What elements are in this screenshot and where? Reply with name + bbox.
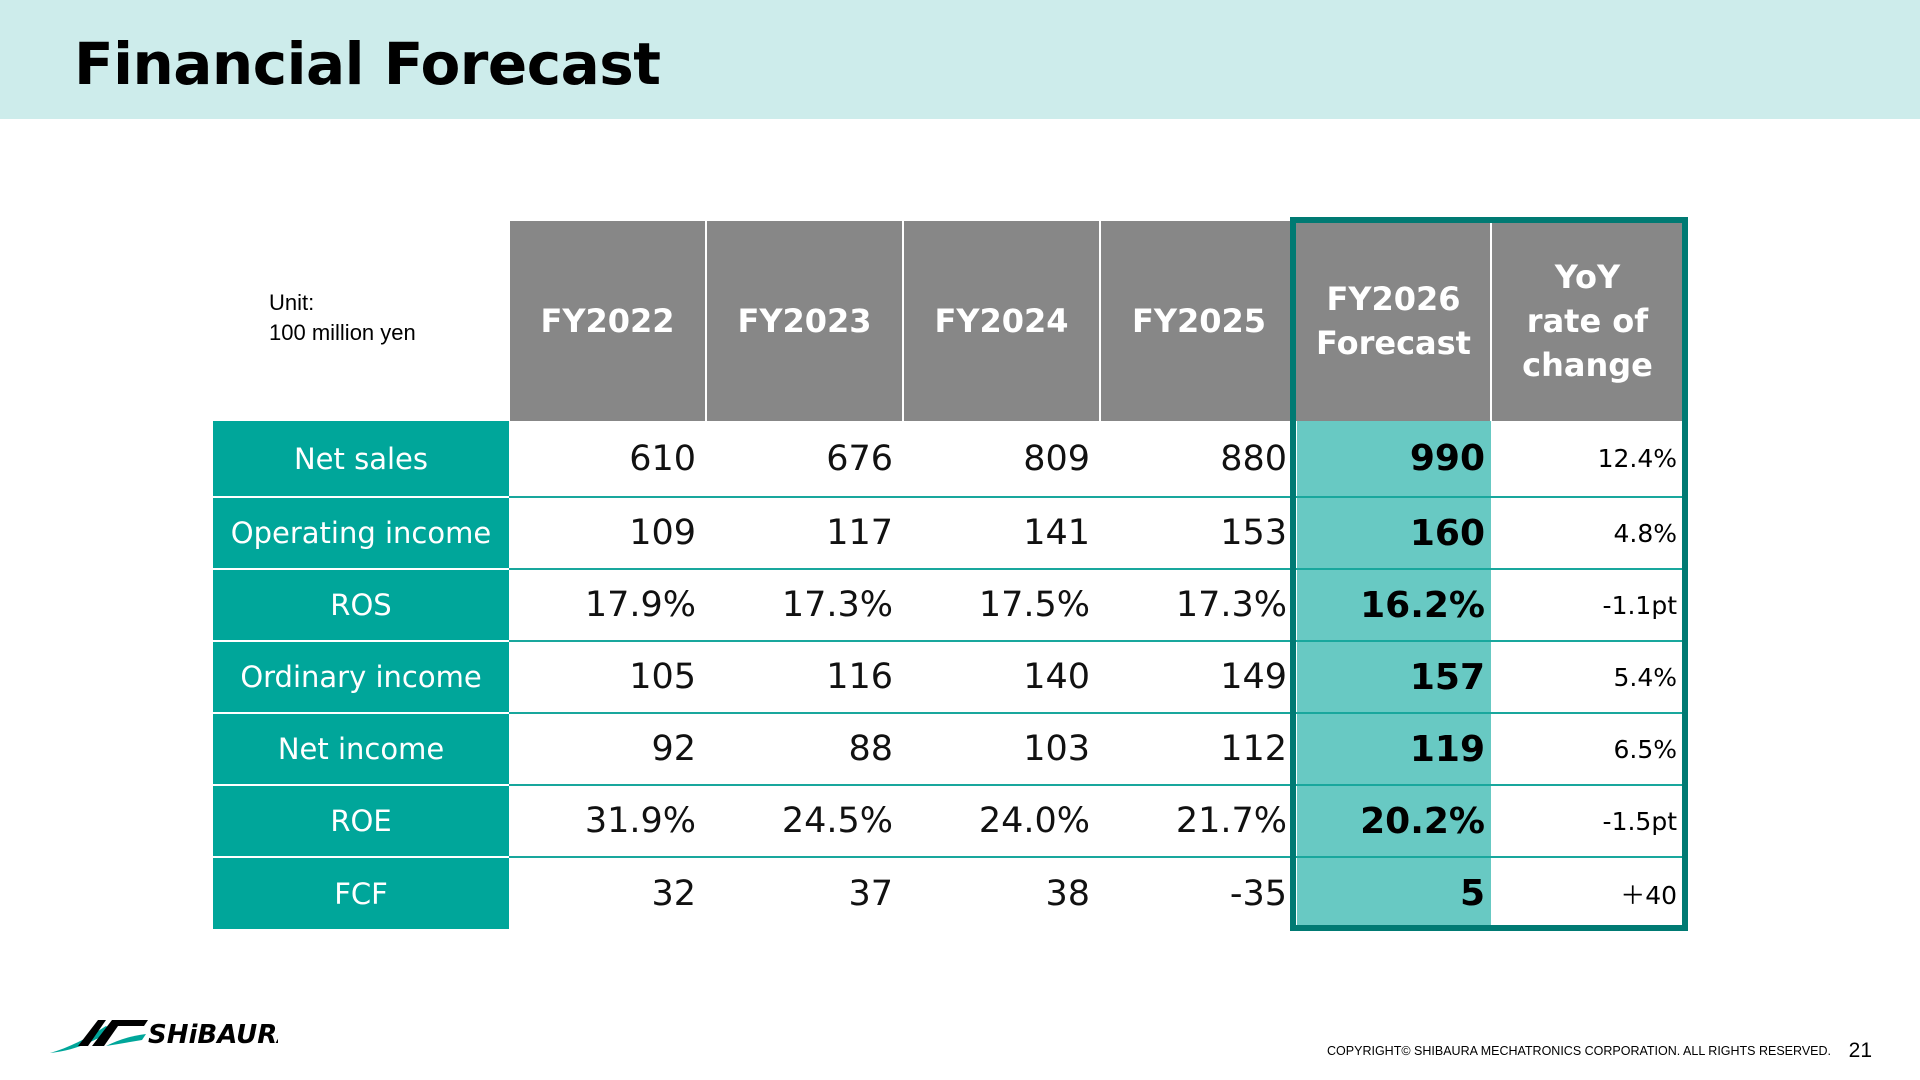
table-cell: 24.0% — [903, 785, 1100, 858]
table-cell: 105 — [509, 641, 706, 714]
table-cell: 676 — [706, 421, 903, 498]
page-title: Financial Forecast — [74, 30, 661, 98]
unit-value: 100 million yen — [269, 320, 416, 345]
row-label: ROE — [213, 785, 509, 858]
table-cell: 38 — [1045, 873, 1090, 914]
yoy-cell: 4.8% — [1491, 497, 1683, 570]
table-cell: 17.5% — [903, 569, 1100, 642]
yoy-header-line3: change — [1522, 346, 1653, 384]
table-cell: 32 — [651, 873, 696, 914]
table-cell: -35 — [1229, 873, 1287, 914]
table-cell: 17.9% — [509, 569, 706, 642]
column-header-fy2024: FY2024 — [902, 221, 1100, 421]
column-header-yoy: YoY rate of change — [1490, 221, 1683, 421]
column-header-fy2022: FY2022 — [508, 221, 706, 421]
table-row: Net income 92 88 103 112 119 6.5% — [213, 713, 1683, 786]
table-cell: 103 — [903, 713, 1100, 786]
yoy-header-line1: YoY — [1554, 258, 1621, 296]
table-cell: 117 — [706, 497, 903, 570]
table-cell: 809 — [903, 421, 1100, 498]
table-cell: 610 — [509, 421, 706, 498]
header-blank-cell — [213, 221, 509, 421]
table-cell: 153 — [1100, 497, 1297, 570]
table-cell: 31.9% — [509, 785, 706, 858]
forecast-cell: 990 — [1297, 421, 1491, 498]
unit-note: Unit: 100 million yen — [269, 288, 416, 348]
unit-label: Unit: — [269, 290, 315, 315]
table-cell: 116 — [706, 641, 903, 714]
shibaura-logo: SHiBAURA — [48, 1010, 297, 1060]
table-cell: 24.5% — [706, 785, 903, 858]
row-label: ROS — [213, 569, 509, 642]
table-row: FCF 32 37 38 -35 5 ＋40 — [213, 857, 1683, 929]
shibaura-logo-icon: SHiBAURA — [50, 1020, 297, 1053]
table-row: ROS 17.9% 17.3% 17.5% 17.3% 16.2% -1.1pt — [213, 569, 1683, 642]
header-band — [0, 0, 1920, 119]
table-cell: 141 — [903, 497, 1100, 570]
financial-forecast-table: FY2022 FY2023 FY2024 FY2025 FY2026 Forec… — [213, 221, 1683, 929]
forecast-header-year: FY2026 — [1326, 280, 1461, 318]
forecast-cell: 20.2% — [1297, 785, 1491, 858]
forecast-cell: 16.2% — [1297, 569, 1491, 642]
yoy-cell: 12.4% — [1491, 421, 1683, 498]
header-row: FY2022 FY2023 FY2024 FY2025 FY2026 Forec… — [213, 221, 1683, 421]
yoy-header-line2: rate of — [1526, 302, 1649, 340]
row-label: Ordinary income — [213, 641, 509, 714]
table-cell: 21.7% — [1100, 785, 1297, 858]
forecast-cell: 160 — [1297, 497, 1491, 570]
table-cell: 17.3% — [706, 569, 903, 642]
table-row: Ordinary income 105 116 140 149 157 5.4% — [213, 641, 1683, 714]
column-header-fy2023: FY2023 — [705, 221, 903, 421]
table-cell: 149 — [1100, 641, 1297, 714]
row-label: Net income — [213, 713, 509, 786]
table-cell: 140 — [903, 641, 1100, 714]
table-row: ROE 31.9% 24.5% 24.0% 21.7% 20.2% -1.5pt — [213, 785, 1683, 858]
yoy-cell: 5.4% — [1491, 641, 1683, 714]
table-cell: 880 — [1100, 421, 1297, 498]
copyright-notice: COPYRIGHT© SHIBAURA MECHATRONICS CORPORA… — [1327, 1044, 1831, 1058]
yoy-cell: -1.5pt — [1491, 785, 1683, 858]
forecast-cell: 157 — [1297, 641, 1491, 714]
table-cell: 17.3% — [1100, 569, 1297, 642]
table-cell: 92 — [509, 713, 706, 786]
table-cell: 88 — [706, 713, 903, 786]
table-cell: 37 — [848, 873, 893, 914]
forecast-cell: 5 — [1297, 857, 1491, 929]
table-cell: 112 — [1100, 713, 1297, 786]
page-number: 21 — [1848, 1039, 1872, 1062]
yoy-cell: 6.5% — [1491, 713, 1683, 786]
forecast-header-label: Forecast — [1316, 324, 1471, 362]
forecast-cell: 119 — [1297, 713, 1491, 786]
table-row: Net sales 610 676 809 880 990 12.4% — [213, 421, 1683, 498]
table-row: Operating income 109 117 141 153 160 4.8… — [213, 497, 1683, 570]
row-label: Operating income — [213, 497, 509, 570]
row-label: Net sales — [213, 421, 509, 498]
yoy-cell: -1.1pt — [1491, 569, 1683, 642]
column-header-forecast: FY2026 Forecast — [1297, 221, 1491, 421]
logo-wordmark: SHiBAURA — [148, 1020, 278, 1050]
yoy-cell: ＋40 — [1620, 880, 1677, 910]
table-cell: 109 — [509, 497, 706, 570]
row-label: FCF — [213, 857, 509, 929]
column-header-fy2025: FY2025 — [1099, 221, 1297, 421]
